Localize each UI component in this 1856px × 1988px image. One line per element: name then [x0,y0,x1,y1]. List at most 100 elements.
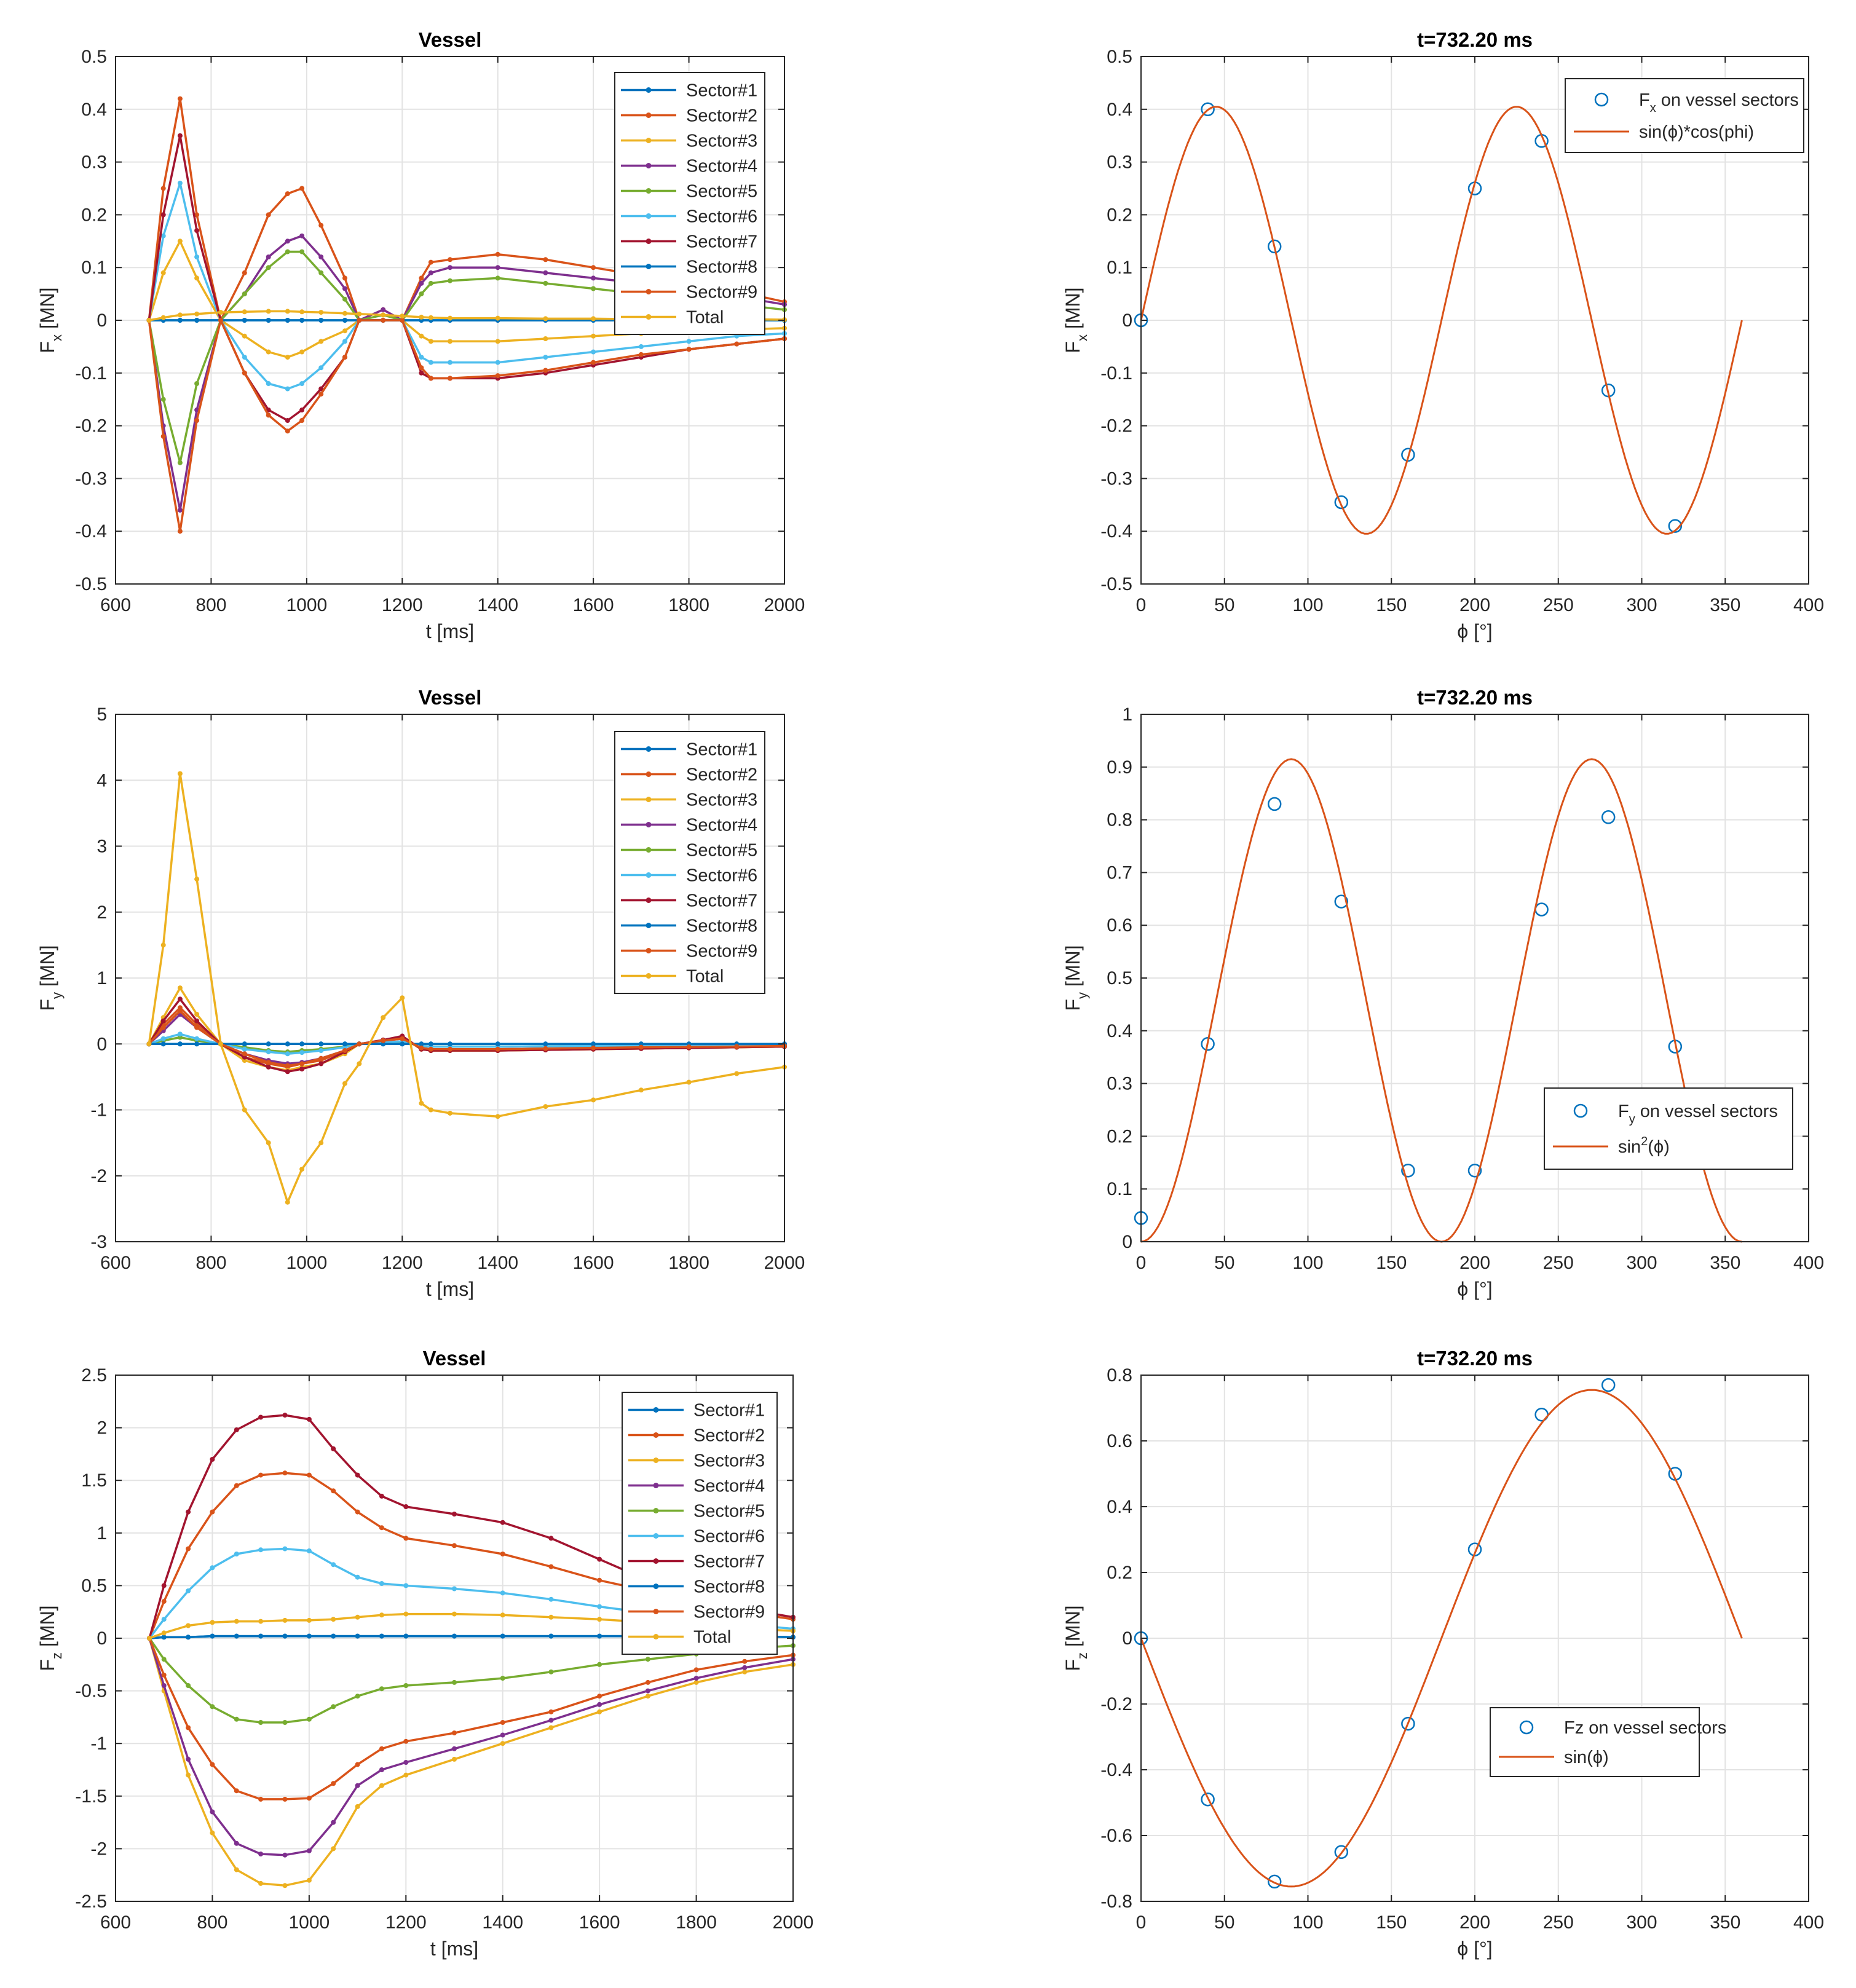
data-point [403,1611,409,1617]
data-point [381,1038,386,1043]
y-axis-label-sub: x [1075,334,1090,341]
legend-label-rest: on vessel sectors [1656,90,1799,110]
chart-sector-fz: 0 50 100 150 200 250 300 350 400 -0.8 -0.6 -0.4 -0.2… [1062,1347,1824,1960]
y-tick-label: 3 [97,837,107,857]
data-point [331,1781,336,1786]
data-point [428,339,433,344]
y-tick-label: 0.5 [81,47,107,67]
data-point [495,1046,500,1052]
legend-label: Sector#9 [693,1603,765,1622]
data-point [742,1665,748,1670]
data-point [218,310,223,315]
data-point [266,309,271,314]
y-axis-label: Fx [MN] [1062,288,1090,353]
data-point [591,1045,596,1051]
data-point [500,1676,505,1681]
data-point [428,270,433,275]
legend-box [1565,78,1804,153]
legend-item: Sector#9 [628,1603,765,1622]
data-point [194,1012,200,1017]
data-point [194,311,200,317]
data-point [299,1050,305,1055]
tick-marks [115,714,785,1242]
y-tick-label: -0.8 [1100,1891,1132,1912]
legend-label: Sector#7 [686,891,757,911]
data-point [331,1446,336,1451]
series-line-10 [149,310,785,321]
legend-label: Sector#4 [693,1477,765,1496]
x-tick-label: 800 [195,1253,226,1273]
x-tick-label: 250 [1543,1912,1574,1933]
data-point [318,386,324,392]
data-point [186,1588,191,1593]
data-point [331,1562,336,1568]
data-point [318,1048,324,1053]
data-point [210,1762,215,1767]
y-tick-label: -0.4 [1100,1760,1132,1780]
data-point [160,186,166,191]
data-point [177,996,183,1002]
legend-marker [653,1533,659,1539]
y-tick-label: 0.1 [81,258,107,278]
chart-vessel-fy: 600 800 1000 1200 1400 1600 1800 2000 -3 -2 -1 0 1 2 3… [36,686,805,1300]
legend-label: Sector#5 [693,1502,765,1521]
data-point [177,985,183,991]
data-point [448,1046,452,1052]
data-point [381,312,386,318]
y-axis-label: Fz [MN] [36,1606,65,1671]
legend-item: Sector#6 [621,207,757,227]
data-point [258,1852,264,1856]
data-point [285,1199,290,1205]
legend-label-sup: 2 [1641,1135,1648,1148]
data-point [342,339,347,344]
data-point [500,1720,505,1725]
data-point [234,1716,239,1722]
legend-marker [646,239,652,244]
data-point [419,1100,424,1106]
data-point [543,257,548,262]
data-point [693,1676,699,1681]
data-point [318,310,324,315]
data-point [355,1762,360,1767]
data-point [177,507,183,513]
data-point [282,1617,288,1623]
data-point [160,1018,166,1024]
data-point [342,355,347,360]
x-tick-label: 1400 [477,1253,518,1273]
legend-label: Sector#9 [686,283,757,302]
data-point [597,1577,602,1583]
y-tick-label: 0 [1122,1628,1132,1649]
legend-marker [646,746,652,752]
data-point [428,1041,433,1047]
x-tick-label: 600 [100,1253,131,1273]
data-point [161,1630,167,1636]
legend-item: Sector#6 [628,1527,765,1547]
data-point [285,386,290,392]
data-point [548,1633,554,1639]
x-tick-label: 800 [195,595,226,615]
data-point [742,1669,748,1674]
legend-label: Fx on vessel sectors [1639,90,1799,115]
legend: Sector#1 Sector#2 Sector#3 Sector#4 Sector#5… [622,1392,778,1655]
y-tick-label: 0.2 [1107,1126,1132,1146]
y-tick-label: 0.1 [1107,1179,1132,1199]
data-point [355,1574,360,1580]
data-point [194,1041,200,1047]
legend-label: Sector#6 [686,866,757,886]
legend-label: Sector#8 [693,1577,765,1597]
legend-marker [646,188,652,194]
legend-marker [1594,92,1609,107]
data-point [495,251,500,257]
data-point [299,1041,305,1047]
legend-label-sub: x [1650,101,1656,115]
legend: Sector#1 Sector#2 Sector#3 Sector#4 Sector#5… [614,731,765,994]
data-point [242,355,247,360]
x-tick-label: 400 [1793,595,1824,615]
y-tick-label: 0.7 [1107,862,1132,883]
series-group [1134,1378,1743,1889]
data-point [381,318,386,323]
data-point [342,318,347,323]
legend-label: Sector#5 [686,841,757,861]
y-tick-label: -1 [90,1734,107,1754]
data-point [419,1041,424,1047]
